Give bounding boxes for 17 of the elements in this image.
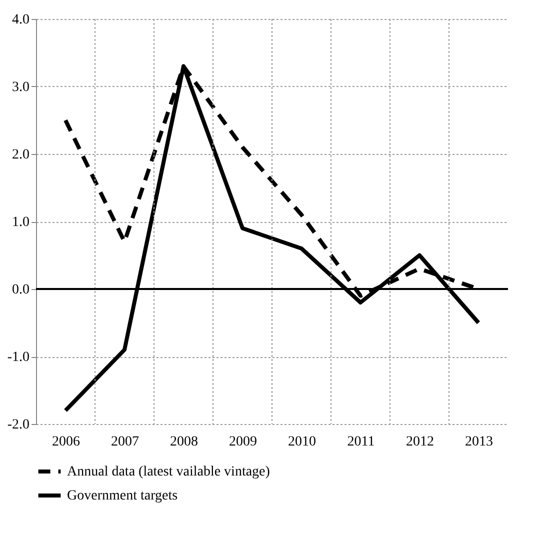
x-tick-label: 2008	[170, 434, 198, 450]
x-tick-label: 2012	[406, 434, 434, 450]
y-tick-label: 4.0	[12, 12, 30, 28]
legend-label: Annual data (latest vailable vintage)	[67, 464, 270, 480]
y-tick-label: -1.0	[7, 350, 30, 365]
x-tick-label: 2013	[465, 434, 493, 450]
y-tick-label: -2.0	[7, 418, 30, 432]
x-tick-label: 2006	[52, 434, 80, 450]
y-tick-label: 3.0	[12, 80, 30, 95]
legend-label: Government targets	[67, 488, 178, 504]
y-tick-label: 2.0	[12, 148, 30, 162]
y-tick-label: 0.0	[12, 282, 30, 298]
x-tick-label: 2007	[111, 434, 139, 450]
x-tick-label: 2009	[229, 434, 257, 450]
x-tick-label: 2011	[347, 434, 375, 450]
x-tick-label: 2010	[288, 434, 316, 450]
y-tick-label: 1.0	[12, 215, 30, 230]
